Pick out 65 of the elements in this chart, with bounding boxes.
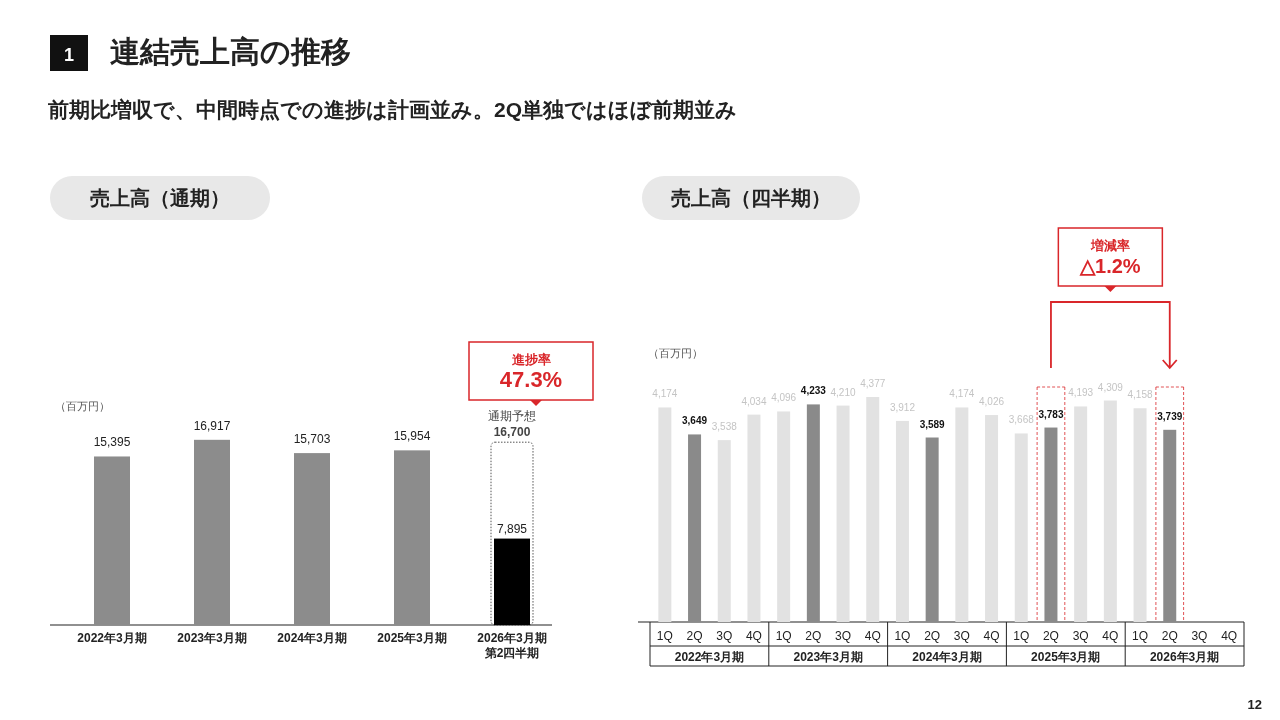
data-label: 15,703 (293, 432, 331, 447)
chart-title: 連結売上高の推移 (110, 35, 351, 68)
data-label: 16,700 (493, 425, 531, 440)
data-label: 4,158 (1127, 389, 1153, 401)
text: 12 (1247, 697, 1262, 712)
data-label: 4,034 (741, 395, 767, 407)
x-tick-label: 1Q (1013, 629, 1030, 643)
x-tick-label: 3Q (835, 629, 852, 643)
data-label: 3,649 (682, 415, 708, 427)
x-tick-label: 4Q (864, 629, 881, 643)
data-label: 4,096 (771, 392, 797, 404)
data-label: 4,377 (860, 378, 886, 390)
x-tick-label: 2Q (805, 629, 822, 643)
text: 増減率 △1.2% (1079, 238, 1141, 277)
x-tick-label: 2Q (686, 629, 703, 643)
x-tick-label: 1Q (894, 629, 911, 643)
data-label: 3,783 (1038, 408, 1064, 420)
data-label: 4,210 (830, 386, 856, 398)
y-axis-title: （百万円） (648, 347, 703, 359)
text: 進捗率 47.3% (499, 352, 563, 392)
x-tick-label: 3Q (1072, 629, 1089, 643)
data-label: 16,917 (193, 418, 231, 433)
x-tick-label: 2Q (1042, 629, 1059, 643)
chart-subtitle: 前期比増収で、中間時点での進捗は計画並み。2Q単独ではほぼ前期並み (47, 98, 738, 122)
text: 2023年3月期 (793, 650, 863, 664)
data-label: 3,668 (1008, 414, 1035, 426)
x-tick-label: 2024年3月期 (277, 631, 347, 645)
data-label: 4,174 (652, 388, 678, 400)
data-label: 15,395 (93, 435, 131, 450)
data-label: 3,538 (711, 421, 738, 433)
x-tick-label: 2Q (924, 629, 941, 643)
data-label: 7,895 (496, 521, 528, 536)
text: 1 (63, 45, 75, 65)
x-tick-label: 4Q (745, 629, 762, 643)
data-label: 4,233 (800, 385, 827, 397)
x-tick-label: 1Q (775, 629, 792, 643)
text: 売上高（通期） (90, 187, 230, 209)
x-tick-label: 4Q (983, 629, 1000, 643)
x-tick-label: 3Q (953, 629, 970, 643)
data-label: 4,026 (979, 396, 1005, 408)
x-tick-label: 4Q (1102, 629, 1119, 643)
y-axis-title: （百万円） (55, 400, 110, 412)
x-tick-label: 4Q (1221, 629, 1238, 643)
data-label: 3,912 (889, 401, 916, 413)
data-label: 4,193 (1068, 387, 1094, 399)
data-label: 15,954 (393, 429, 431, 444)
x-tick-label: 2023年3月期 (177, 631, 247, 645)
data-label: 4,309 (1097, 381, 1124, 393)
series-label: 通期予想 (488, 409, 536, 424)
data-label: 4,174 (949, 388, 975, 400)
text: 2024年3月期 (912, 650, 982, 664)
text: 2026年3月期 (1149, 650, 1220, 664)
x-tick-label: 3Q (1191, 629, 1208, 643)
x-tick-label: 2022年3月期 (77, 631, 147, 645)
x-tick-label: 2025年3月期 (377, 631, 447, 645)
x-tick-label: 1Q (656, 629, 673, 643)
x-tick-label: 2026年3月期第2四半期 (477, 631, 547, 660)
chart-title: 売上高（四半期） (671, 187, 831, 209)
data-label: 3,739 (1157, 410, 1183, 422)
text: 2025年3月期 (1031, 650, 1101, 664)
x-tick-label: 3Q (716, 629, 733, 643)
x-tick-label: 1Q (1132, 629, 1149, 643)
x-tick-label: 2Q (1161, 629, 1178, 643)
data-label: 3,589 (919, 418, 946, 430)
text: 2022年3月期 (674, 650, 745, 664)
